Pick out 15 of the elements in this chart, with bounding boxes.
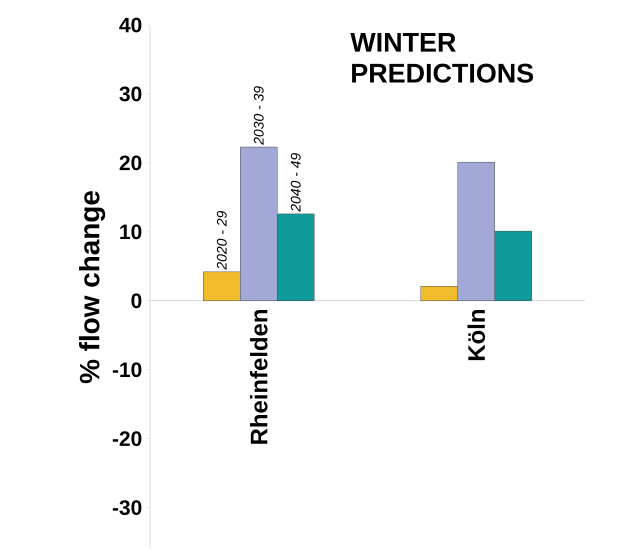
y-tick-label: 0 <box>131 293 142 308</box>
y-tick-label: 30 <box>119 86 142 102</box>
text: 2040 - 49 <box>290 153 301 212</box>
text: 2030 - 39 <box>254 86 264 145</box>
y-tick-label: 10 <box>120 224 142 240</box>
y-tick-label: 40 <box>119 18 142 32</box>
x-tick-label: Köln <box>467 310 486 360</box>
text: 2020 - 29 <box>216 211 227 270</box>
y-tick-label: 20 <box>120 155 142 170</box>
y-tick-label: -20 <box>112 431 142 446</box>
text: WINTER PREDICTIONS <box>350 33 534 83</box>
y-tick-label: -30 <box>112 500 142 516</box>
x-tick-label: Rheinfelden <box>250 310 268 444</box>
y-tick-label: -10 <box>112 362 142 378</box>
y-axis-title: % flow change <box>79 191 106 384</box>
